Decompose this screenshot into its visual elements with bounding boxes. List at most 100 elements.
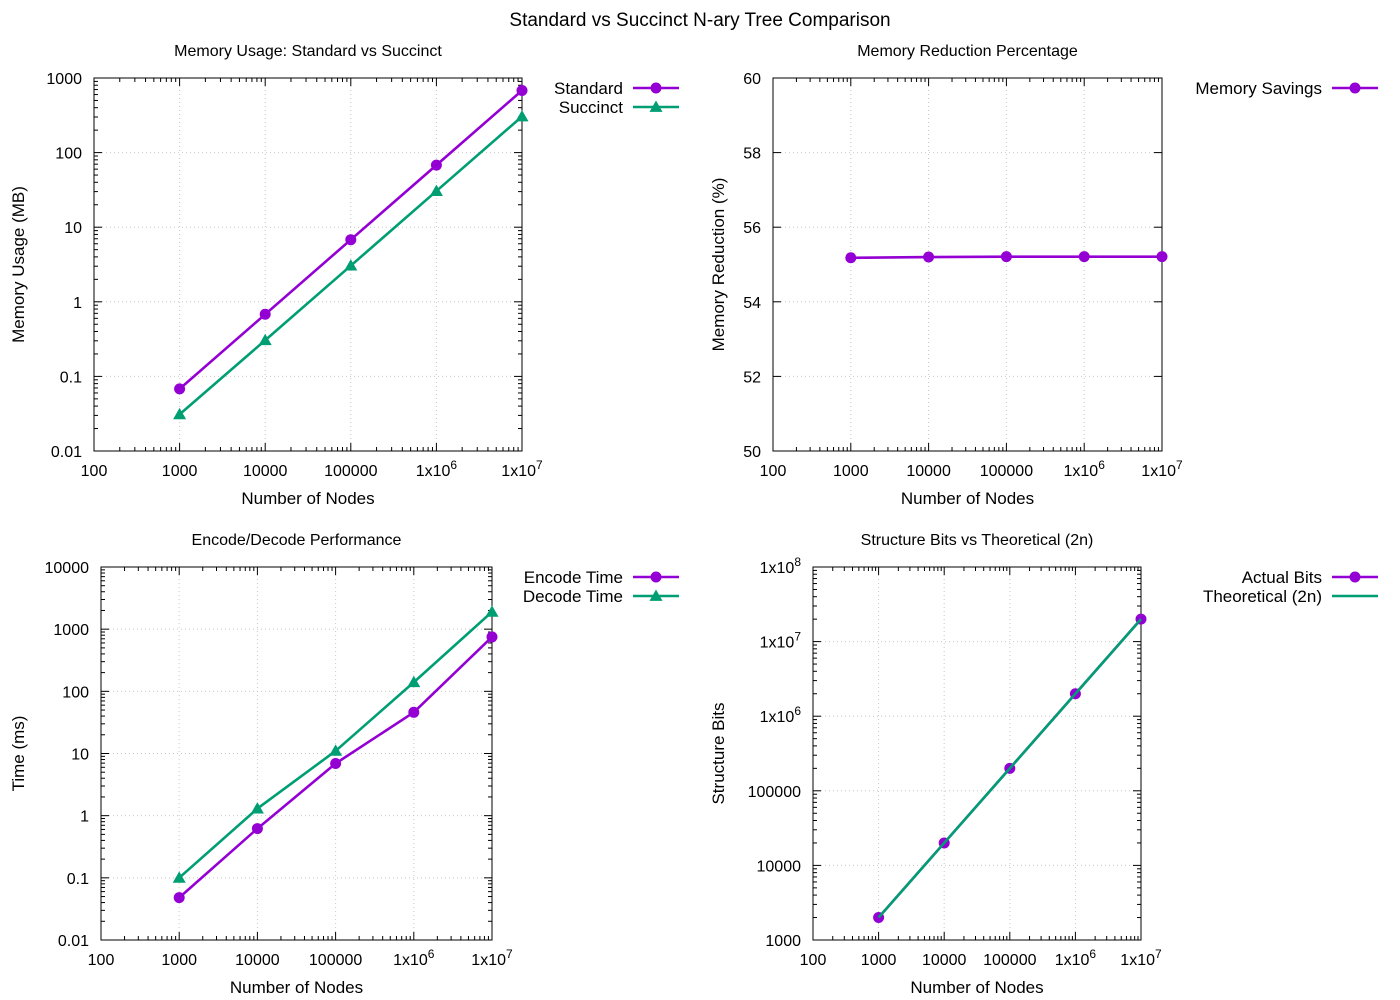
y-tick-label: 100 bbox=[55, 146, 82, 163]
data-point bbox=[1078, 251, 1090, 263]
data-point bbox=[250, 802, 264, 814]
legend-marker bbox=[1349, 571, 1361, 583]
y-tick-label: 56 bbox=[743, 220, 761, 237]
legend-label: Succinct bbox=[559, 98, 624, 117]
legend: Memory Savings bbox=[1195, 79, 1378, 98]
x-tick-label: 10000 bbox=[235, 952, 280, 969]
legend-marker bbox=[649, 100, 663, 112]
y-tick-label: 52 bbox=[743, 369, 761, 386]
y-tick-label: 10 bbox=[71, 747, 89, 764]
y-tick-label: 0.1 bbox=[67, 871, 89, 888]
chart-4: 100 1000 10000 100000 1x106 1x107 1000 10000 100… bbox=[709, 532, 1378, 997]
data-point bbox=[408, 706, 420, 718]
y-tick-label: 1x108 bbox=[760, 555, 802, 577]
data-point bbox=[845, 252, 857, 264]
x-tick-label: 100000 bbox=[324, 463, 377, 480]
y-axis-label: Memory Usage (MB) bbox=[9, 186, 28, 343]
x-tick-label: 1x106 bbox=[416, 458, 458, 480]
x-tick-label: 10000 bbox=[906, 463, 951, 480]
legend-marker bbox=[650, 571, 662, 583]
series-line bbox=[877, 618, 1142, 919]
series-memory-savings bbox=[845, 251, 1168, 264]
data-point bbox=[345, 234, 357, 246]
data-point bbox=[407, 675, 421, 688]
data-point bbox=[258, 333, 272, 346]
x-axis-label: Number of Nodes bbox=[230, 978, 363, 997]
y-tick-label: 0.01 bbox=[51, 444, 82, 461]
data-point bbox=[344, 259, 358, 271]
y-tick-label: 1000 bbox=[53, 622, 89, 639]
x-tick-label: 100 bbox=[800, 952, 827, 969]
data-point bbox=[174, 383, 186, 395]
x-tick-label: 10000 bbox=[243, 463, 288, 480]
data-point bbox=[429, 184, 443, 196]
data-point bbox=[330, 758, 342, 770]
legend-label: Standard bbox=[554, 79, 623, 98]
y-tick-label: 58 bbox=[743, 146, 761, 163]
x-tick-label: 100 bbox=[88, 952, 115, 969]
legend-marker bbox=[649, 589, 663, 601]
chart-title: Memory Reduction Percentage bbox=[857, 43, 1078, 60]
chart-title: Memory Usage: Standard vs Succinct bbox=[174, 43, 442, 60]
plot-frame bbox=[100, 566, 493, 941]
y-tick-label: 54 bbox=[743, 295, 761, 312]
chart-title: Encode/Decode Performance bbox=[192, 532, 402, 549]
x-tick-label: 100000 bbox=[309, 952, 362, 969]
legend-marker bbox=[650, 82, 662, 94]
x-tick-label: 100 bbox=[760, 463, 787, 480]
data-point bbox=[329, 744, 343, 756]
y-tick-label: 100000 bbox=[748, 784, 801, 801]
x-tick-label: 100 bbox=[81, 463, 108, 480]
x-tick-label: 100000 bbox=[980, 463, 1033, 480]
data-point bbox=[1156, 251, 1168, 263]
x-tick-label: 1x107 bbox=[501, 458, 543, 480]
x-tick-label: 1000 bbox=[833, 463, 869, 480]
y-tick-label: 1 bbox=[80, 809, 89, 826]
y-tick-label: 1x106 bbox=[760, 704, 802, 726]
y-tick-label: 1000 bbox=[765, 933, 801, 950]
y-tick-label: 60 bbox=[743, 71, 761, 88]
x-tick-label: 1000 bbox=[162, 463, 198, 480]
x-tick-label: 1x107 bbox=[1120, 947, 1162, 969]
chart-1: 100 1000 10000 100000 1x106 1x107 0.01 0.1 1 10 10… bbox=[9, 43, 679, 508]
x-tick-label: 1000 bbox=[161, 952, 197, 969]
data-point bbox=[923, 251, 935, 263]
data-point bbox=[516, 84, 528, 96]
y-tick-label: 0.1 bbox=[60, 369, 82, 386]
data-point bbox=[173, 892, 185, 904]
y-tick-label: 0.01 bbox=[58, 933, 89, 950]
x-tick-label: 100000 bbox=[983, 952, 1036, 969]
legend-label: Encode Time bbox=[524, 568, 623, 587]
data-point bbox=[173, 407, 187, 420]
plot-frame bbox=[812, 566, 1142, 941]
data-point bbox=[485, 605, 499, 617]
y-tick-label: 10000 bbox=[45, 560, 90, 577]
series-theoretical-2n bbox=[877, 618, 1142, 919]
legend-marker bbox=[1349, 82, 1361, 94]
x-tick-label: 1x107 bbox=[1141, 458, 1183, 480]
plot-frame bbox=[93, 77, 523, 452]
chart-title: Structure Bits vs Theoretical (2n) bbox=[861, 532, 1094, 549]
x-tick-label: 1x106 bbox=[1064, 458, 1106, 480]
legend-label: Decode Time bbox=[523, 587, 623, 606]
chart-3: 100 1000 10000 100000 1x106 1x107 0.01 0.1 1 10 10… bbox=[9, 532, 679, 997]
x-axis-label: Number of Nodes bbox=[910, 978, 1043, 997]
x-tick-label: 1x107 bbox=[471, 947, 513, 969]
data-point bbox=[259, 308, 271, 320]
x-tick-label: 1000 bbox=[861, 952, 897, 969]
series-encode-time bbox=[173, 631, 498, 904]
x-tick-label: 1x106 bbox=[1055, 947, 1097, 969]
data-point bbox=[430, 159, 442, 171]
plot-frame bbox=[772, 77, 1163, 452]
data-point bbox=[172, 871, 186, 883]
x-tick-label: 10000 bbox=[922, 952, 967, 969]
data-point bbox=[515, 109, 529, 122]
series-succinct bbox=[173, 109, 529, 420]
y-tick-label: 1x107 bbox=[760, 630, 802, 652]
data-point bbox=[251, 823, 263, 835]
series-decode-time bbox=[172, 605, 499, 883]
legend-label: Actual Bits bbox=[1242, 568, 1322, 587]
data-point bbox=[1000, 251, 1012, 263]
x-tick-label: 1x106 bbox=[393, 947, 435, 969]
